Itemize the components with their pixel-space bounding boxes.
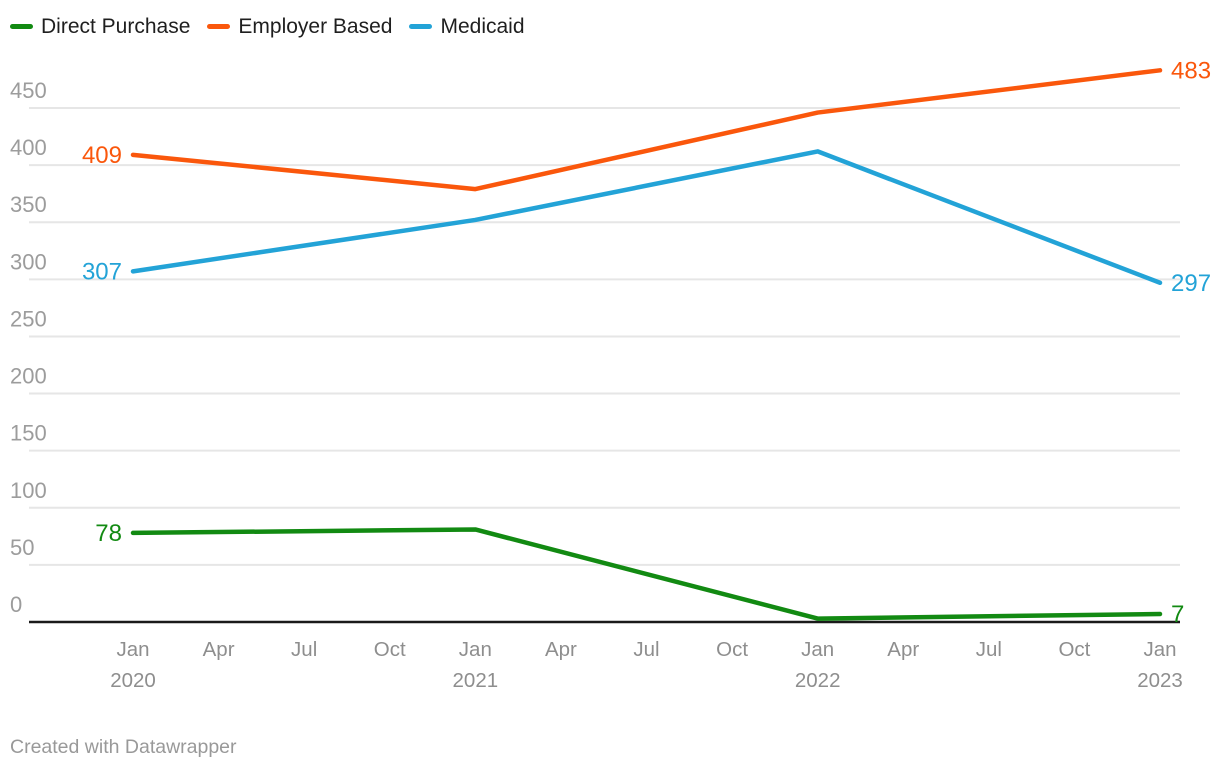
- value-label-start-employer-based: 409: [82, 142, 122, 169]
- legend-label-medicaid: Medicaid: [440, 15, 525, 38]
- x-axis-tick-label: Oct: [1058, 638, 1090, 661]
- legend-swatch-employer-based: [207, 24, 231, 29]
- x-axis-tick-label: Jan: [459, 638, 492, 661]
- legend-label-employer-based: Employer Based: [238, 15, 393, 38]
- x-axis-tick-label: Oct: [716, 638, 748, 661]
- legend-swatch-direct-purchase: [10, 24, 33, 29]
- x-axis-year-label: 2021: [453, 669, 499, 692]
- legend-label-direct-purchase: Direct Purchase: [41, 15, 191, 38]
- legend-item-employer-based: Employer Based: [207, 16, 392, 37]
- y-axis-tick-label: 100: [10, 478, 47, 503]
- x-axis-tick-label: Jan: [801, 638, 834, 661]
- x-axis-tick-label: Apr: [545, 638, 577, 661]
- value-label-end-direct-purchase: 7: [1171, 601, 1184, 628]
- series-line-direct-purchase: [130, 527, 1163, 621]
- value-label-start-medicaid: 307: [82, 258, 122, 285]
- x-axis-tick-label: Jan: [116, 638, 149, 661]
- x-axis-year-label: 2022: [795, 669, 841, 692]
- x-axis-year-label: 2020: [110, 669, 156, 692]
- x-axis-tick-label: Jul: [291, 638, 317, 661]
- value-label-end-medicaid: 297: [1171, 270, 1211, 297]
- y-axis-tick-label: 400: [10, 135, 47, 160]
- series-line-employer-based: [130, 68, 1163, 192]
- legend-swatch-medicaid: [409, 24, 433, 29]
- legend-item-direct-purchase: Direct Purchase: [10, 16, 190, 37]
- y-axis-tick-label: 450: [10, 78, 47, 103]
- y-axis-tick-label: 50: [10, 535, 34, 560]
- y-axis-tick-label: 300: [10, 249, 47, 274]
- y-axis-tick-label: 150: [10, 421, 47, 446]
- series-line-medicaid: [130, 149, 1163, 286]
- legend-item-medicaid: Medicaid: [409, 15, 525, 38]
- x-axis-tick-label: Jul: [976, 638, 1002, 661]
- x-axis-tick-label: Jul: [633, 638, 659, 661]
- y-axis-tick-label: 0: [10, 592, 22, 617]
- x-axis-tick-label: Apr: [203, 638, 235, 661]
- y-axis-tick-label: 350: [10, 192, 47, 217]
- x-axis-tick-label: Oct: [374, 638, 406, 661]
- datawrapper-attribution-link[interactable]: Created with Datawrapper: [10, 736, 237, 758]
- y-axis-tick-label: 200: [10, 364, 47, 389]
- y-axis-tick-label: 250: [10, 306, 47, 331]
- x-axis-tick-label: Jan: [1143, 638, 1176, 661]
- value-label-end-employer-based: 483: [1171, 57, 1211, 84]
- x-axis-tick-label: Apr: [887, 638, 919, 661]
- x-axis-year-label: 2023: [1137, 669, 1183, 692]
- value-label-start-direct-purchase: 78: [95, 520, 122, 547]
- legend: Direct Purchase Employer Based Medicaid: [10, 16, 525, 37]
